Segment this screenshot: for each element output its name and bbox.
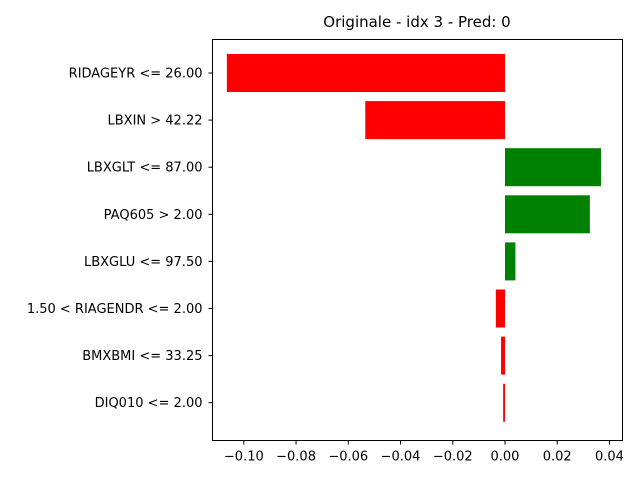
- x-tick-label: −0.10: [224, 450, 264, 465]
- y-tick-label: RIDAGEYR <= 26.00: [69, 67, 203, 82]
- x-tick-label: −0.04: [381, 450, 421, 465]
- bars-layer: [226, 54, 602, 422]
- x-tick-label: −0.08: [276, 450, 316, 465]
- bar: [226, 54, 505, 92]
- y-tick-label: LBXGLU <= 97.50: [84, 255, 203, 270]
- x-tick-label: 0.02: [543, 450, 572, 465]
- y-axis-ticks: RIDAGEYR <= 26.00 LBXIN > 42.22 LBXGLT <= …: [27, 67, 213, 411]
- x-tick-label: −0.06: [328, 450, 368, 465]
- bar: [365, 101, 505, 140]
- x-tick-label: −0.02: [433, 450, 473, 465]
- bar: [504, 195, 590, 234]
- bar: [501, 336, 505, 375]
- y-tick-label: LBXIN > 42.22: [108, 114, 203, 129]
- x-tick-label: 0.00: [491, 450, 520, 465]
- y-tick-label: 1.50 < RIAGENDR <= 2.00: [27, 302, 203, 317]
- plot-frame: [212, 39, 623, 441]
- bar: [504, 148, 602, 187]
- y-tick-label: BMXBMI <= 33.25: [82, 349, 202, 364]
- chart-title: Originale - idx 3 - Pred: 0: [323, 13, 510, 31]
- y-tick-label: LBXGLT <= 87.00: [87, 161, 203, 176]
- y-tick-label: PAQ605 > 2.00: [104, 208, 203, 223]
- bar: [495, 289, 505, 328]
- y-tick-label: DIQ010 <= 2.00: [95, 396, 203, 411]
- x-tick-label: 0.04: [595, 450, 624, 465]
- bar: [503, 383, 505, 422]
- x-axis-ticks: −0.10 −0.08 −0.06 −0.04 −0.02 0.00 0.02 0.04: [224, 440, 624, 465]
- bar: [504, 242, 516, 281]
